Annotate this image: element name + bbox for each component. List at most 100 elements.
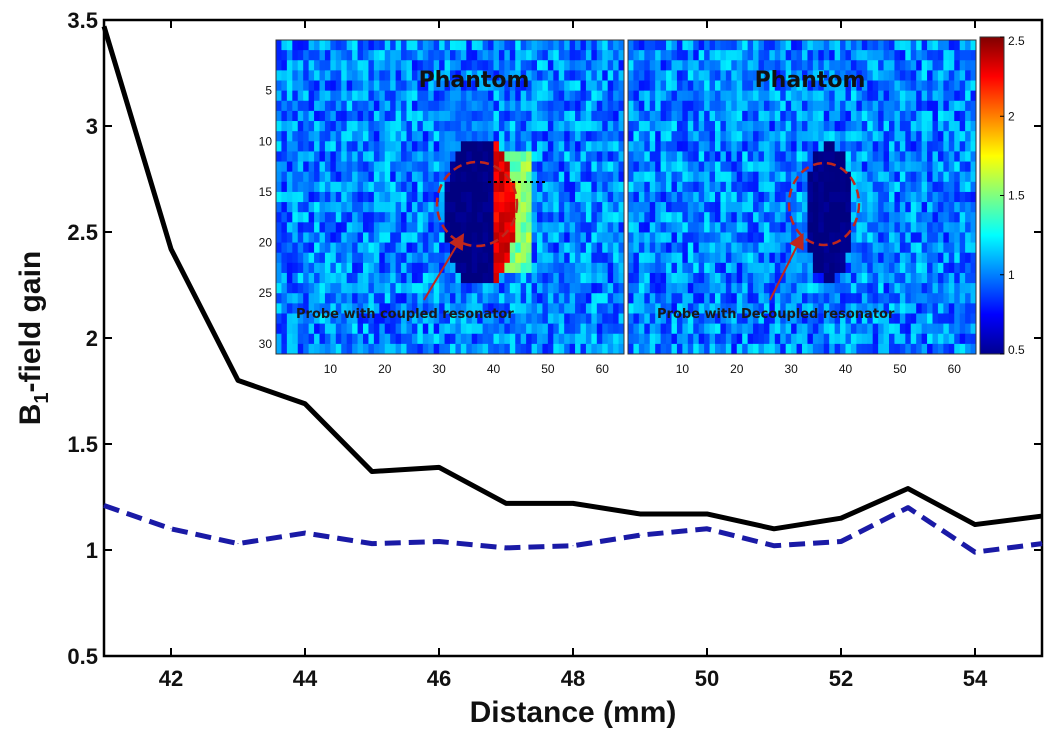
heatmap-cell (412, 91, 418, 102)
heatmap-cell (374, 172, 380, 183)
heatmap-cell (325, 91, 331, 102)
heatmap-cell (358, 192, 364, 203)
heatmap-cell (613, 111, 619, 122)
heatmap-cell (613, 334, 619, 345)
heatmap-cell (759, 293, 765, 304)
heatmap-cell (575, 243, 581, 254)
heatmap-cell (829, 182, 835, 193)
heatmap-cell (298, 324, 304, 335)
heatmap-cell (292, 151, 298, 162)
heatmap-cell (938, 202, 944, 213)
heatmap-cell (884, 162, 890, 173)
heatmap-cell (597, 273, 603, 284)
heatmap-cell (298, 131, 304, 142)
heatmap-cell (759, 141, 765, 152)
heatmap-cell (602, 162, 608, 173)
heatmap-cell (954, 192, 960, 203)
heatmap-cell (704, 344, 710, 355)
heatmap-cell (829, 293, 835, 304)
heatmap-cell (532, 101, 538, 112)
decoupled-data-point (908, 507, 909, 508)
heatmap-cell (644, 111, 650, 122)
heatmap-cell (807, 151, 813, 162)
heatmap-cell (586, 192, 592, 203)
heatmap-cell (639, 91, 645, 102)
heatmap-cell (873, 202, 879, 213)
heatmap-cell (715, 121, 721, 132)
heatmap-cell (720, 232, 726, 243)
heatmap-cell (320, 50, 326, 61)
heatmap-cell (867, 131, 873, 142)
heatmap-cell (965, 334, 971, 345)
heatmap-cell (298, 202, 304, 213)
heatmap-cell (704, 182, 710, 193)
heatmap-cell (575, 141, 581, 152)
heatmap-cell (710, 141, 716, 152)
heatmap-cell (510, 202, 516, 213)
heatmap-cell (608, 283, 614, 294)
heatmap-cell (602, 202, 608, 213)
heatmap-cell (965, 121, 971, 132)
heatmap-cell (927, 202, 933, 213)
heatmap-cell (374, 141, 380, 152)
heatmap-cell (862, 101, 868, 112)
heatmap-cell (532, 253, 538, 264)
heatmap-cell (526, 334, 532, 345)
heatmap-cell (281, 202, 287, 213)
heatmap-cell (347, 293, 353, 304)
heatmap-cell (960, 111, 966, 122)
heatmap-cell (537, 293, 543, 304)
heatmap-cell (829, 222, 835, 233)
heatmap-cell (320, 91, 326, 102)
heatmap-cell (586, 70, 592, 81)
heatmap-cell (494, 121, 500, 132)
heatmap-cell (281, 111, 287, 122)
heatmap-cell (298, 60, 304, 71)
heatmap-cell (352, 324, 358, 335)
heatmap-cell (889, 131, 895, 142)
heatmap-cell (586, 60, 592, 71)
heatmap-cell (682, 202, 688, 213)
heatmap-cell (644, 324, 650, 335)
heatmap-cell (818, 50, 824, 61)
heatmap-cell (644, 131, 650, 142)
heatmap-cell (521, 121, 527, 132)
heatmap-cell (693, 131, 699, 142)
heatmap-cell (608, 313, 614, 324)
heatmap-cell (521, 111, 527, 122)
heatmap-cell (753, 50, 759, 61)
heatmap-cell (472, 101, 478, 112)
heatmap-cell (704, 111, 710, 122)
heatmap-cell (954, 222, 960, 233)
heatmap-cell (710, 232, 716, 243)
heatmap-cell (916, 121, 922, 132)
heatmap-cell (445, 151, 451, 162)
heatmap-cell (439, 131, 445, 142)
heatmap-cell (385, 212, 391, 223)
heatmap-cell (314, 202, 320, 213)
heatmap-cell (835, 212, 841, 223)
heatmap-cell (938, 162, 944, 173)
heatmap-cell (846, 192, 852, 203)
heatmap-cell (742, 101, 748, 112)
heatmap-cell (488, 293, 494, 304)
heatmap-cell (461, 324, 467, 335)
heatmap-cell (325, 334, 331, 345)
heatmap-cell (445, 111, 451, 122)
heatmap-cell (699, 293, 705, 304)
heatmap-cell (330, 81, 336, 92)
heatmap-cell (320, 202, 326, 213)
heatmap-cell (818, 222, 824, 233)
heatmap-cell (927, 243, 933, 254)
heatmap-cell (537, 182, 543, 193)
heatmap-cell (298, 344, 304, 355)
heatmap-cell (748, 81, 754, 92)
heatmap-cell (780, 293, 786, 304)
heatmap-cell (748, 121, 754, 132)
heatmap-cell (336, 182, 342, 193)
heatmap-cell (867, 334, 873, 345)
heatmap-cell (477, 334, 483, 345)
heatmap-cell (666, 243, 672, 254)
heatmap-cell (570, 273, 576, 284)
heatmap-cell (938, 192, 944, 203)
